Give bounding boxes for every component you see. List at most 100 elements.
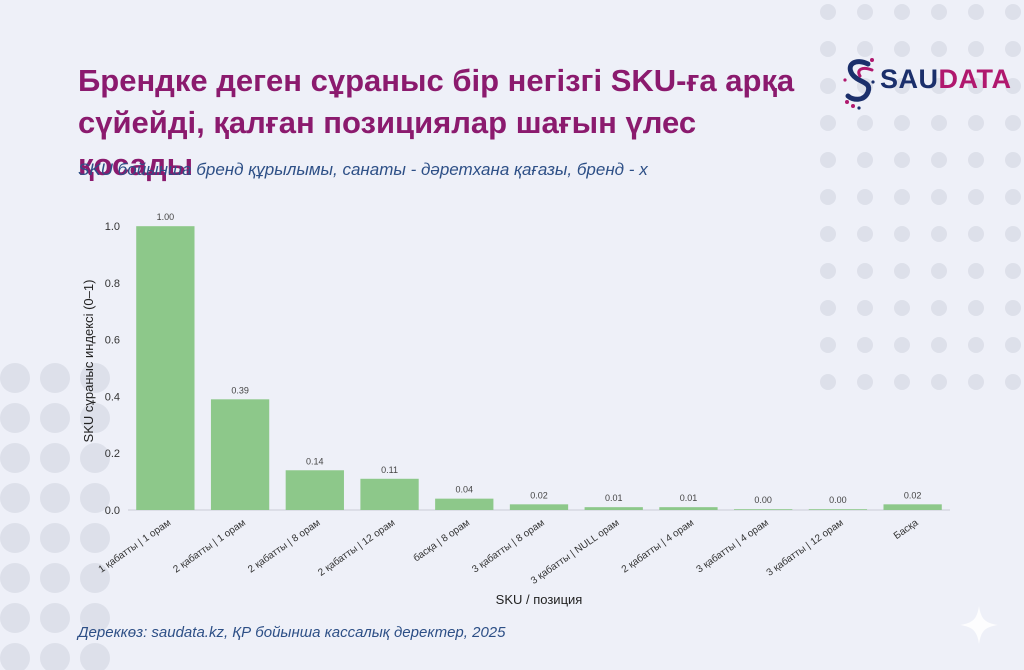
decor-dot [968,41,984,57]
bar [136,226,195,510]
decor-dot [968,374,984,390]
decor-dot [40,643,70,670]
decor-dot [931,300,947,316]
decor-dot [0,523,30,553]
decor-dot [894,226,910,242]
bar-value-label: 0.04 [456,485,474,495]
decor-dot [894,337,910,353]
decor-dot [931,41,947,57]
decor-dot [1005,337,1021,353]
logo-mark-icon [843,58,875,110]
decor-dot [931,115,947,131]
decor-dot [0,643,30,670]
decor-dot [80,563,110,593]
decor-dot [1005,189,1021,205]
y-tick-label: 0.0 [105,505,120,517]
decor-dot [894,41,910,57]
x-tick-label: 3 қабатты | 8 орам [470,517,547,576]
decor-dot [1005,41,1021,57]
decor-dot [0,603,30,633]
decor-dot [820,337,836,353]
decor-dot [40,563,70,593]
decor-dot [40,403,70,433]
decor-dot [968,4,984,20]
decor-dot [80,483,110,513]
y-tick-label: 0.2 [105,448,120,460]
decor-dot [1005,152,1021,168]
x-tick-label: 1 қабатты | 1 орам [96,517,173,576]
bar-value-label: 0.00 [754,495,772,505]
decor-dot [1005,4,1021,20]
bar-value-label: 0.02 [530,490,548,500]
decor-dot [1005,226,1021,242]
x-axis-label: SKU / позиция [496,592,583,607]
decor-dot [820,41,836,57]
decor-dot [820,4,836,20]
decor-dot [894,374,910,390]
decor-dot [968,152,984,168]
decor-dot [931,263,947,279]
decor-dot [80,443,110,473]
decor-dot [40,363,70,393]
x-tick-label: 3 қабатты | 4 орам [694,517,771,576]
bar [285,470,344,510]
y-tick-label: 0.6 [105,335,120,347]
bar-value-label: 0.02 [904,490,922,500]
decor-dot [0,403,30,433]
decor-dot [0,483,30,513]
decor-dot [820,152,836,168]
decor-dot [931,337,947,353]
x-tick-label: 2 қабатты | 1 орам [171,517,248,576]
decor-dot [1005,263,1021,279]
decor-dot [857,152,873,168]
x-tick-label: 2 қабатты | 12 орам [316,517,398,579]
x-tick-label: басқа | 8 орам [411,517,472,565]
bar-value-label: 1.00 [157,212,175,222]
y-tick-label: 1.0 [105,221,120,233]
decor-dot [931,78,947,94]
decor-dot [894,263,910,279]
bar [509,504,569,510]
decor-dot [968,78,984,94]
decor-dot [0,563,30,593]
decor-dot [857,263,873,279]
x-tick-label: Басқа [892,517,921,542]
logo-text-data: DATA [938,64,1012,94]
decor-dot [820,78,836,94]
decor-dot [0,363,30,393]
decor-dot [894,152,910,168]
bar-value-label: 0.14 [306,456,324,466]
saudata-logo: SAUDATA [842,52,1011,112]
bar-value-label: 0.01 [680,493,698,503]
decor-dot [40,483,70,513]
decor-dot [857,4,873,20]
bar [435,498,494,510]
decor-dot [968,189,984,205]
bar [584,507,643,510]
decor-dot [857,115,873,131]
decor-dot [40,603,70,633]
decor-dot [894,78,910,94]
decor-dot [857,41,873,57]
sparkle-icon [960,606,998,644]
decor-dot [894,4,910,20]
x-tick-label: 2 қабатты | 8 орам [246,517,323,576]
decor-dot [80,403,110,433]
decor-dot [968,115,984,131]
decor-dot [931,4,947,20]
decor-dot [820,300,836,316]
bar-value-label: 0.01 [605,493,623,503]
y-tick-label: 0.4 [105,391,120,403]
bar [883,504,942,510]
decor-dot [1005,78,1021,94]
decor-dot [894,115,910,131]
decor-dot [931,374,947,390]
bar [210,399,270,510]
decor-dot [931,189,947,205]
decor-dot [968,263,984,279]
bar [659,507,718,510]
decor-dot [931,152,947,168]
decor-dot [820,189,836,205]
